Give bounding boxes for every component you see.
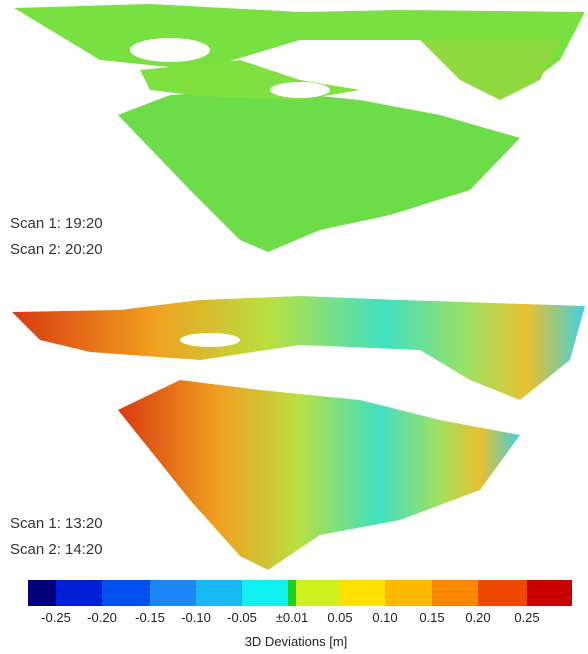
tick-label: -0.05	[227, 610, 257, 625]
color-segment	[340, 580, 385, 606]
cloud-right	[420, 40, 560, 100]
cloud-main	[118, 90, 520, 252]
gap	[260, 364, 340, 380]
colorbar-label: 3D Deviations [m]	[245, 634, 348, 649]
color-segment	[432, 580, 478, 606]
colorbar	[28, 580, 572, 606]
cloud-top	[14, 4, 585, 90]
color-segment	[527, 580, 572, 606]
tick-label: -0.10	[181, 610, 211, 625]
cloud-top	[12, 296, 585, 400]
color-segment	[56, 580, 102, 606]
color-segment	[296, 580, 340, 606]
tick-label: -0.25	[41, 610, 71, 625]
gap	[130, 38, 210, 62]
tick-label: 0.25	[514, 610, 539, 625]
tick-label: 0.05	[327, 610, 352, 625]
color-segment	[242, 580, 288, 606]
point-cloud-1	[14, 4, 585, 252]
scan-label: Scan 1: 13:20	[10, 515, 103, 532]
gap	[180, 333, 240, 347]
color-segment	[478, 580, 527, 606]
tick-label: 0.20	[465, 610, 490, 625]
scan-label: Scan 2: 20:20	[10, 241, 103, 258]
tick-label: 0.10	[372, 610, 397, 625]
point-cloud-2	[12, 296, 585, 570]
color-segment	[150, 580, 196, 606]
color-segment	[28, 580, 56, 606]
color-segment	[102, 580, 150, 606]
color-segment	[385, 580, 432, 606]
tick-label: 0.15	[419, 610, 444, 625]
tick-label: -0.15	[135, 610, 165, 625]
tick-label: ±0.01	[276, 610, 308, 625]
cloud-main	[118, 380, 520, 570]
color-segment	[288, 580, 296, 606]
color-segment	[196, 580, 242, 606]
gap	[270, 82, 330, 98]
tick-label: -0.20	[87, 610, 117, 625]
scan-label: Scan 2: 14:20	[10, 541, 103, 558]
scan-label: Scan 1: 19:20	[10, 215, 103, 232]
colorbar-ticks: -0.25 -0.20 -0.15 -0.10 -0.05 ±0.01 0.05 0.10 0.…	[41, 610, 539, 625]
